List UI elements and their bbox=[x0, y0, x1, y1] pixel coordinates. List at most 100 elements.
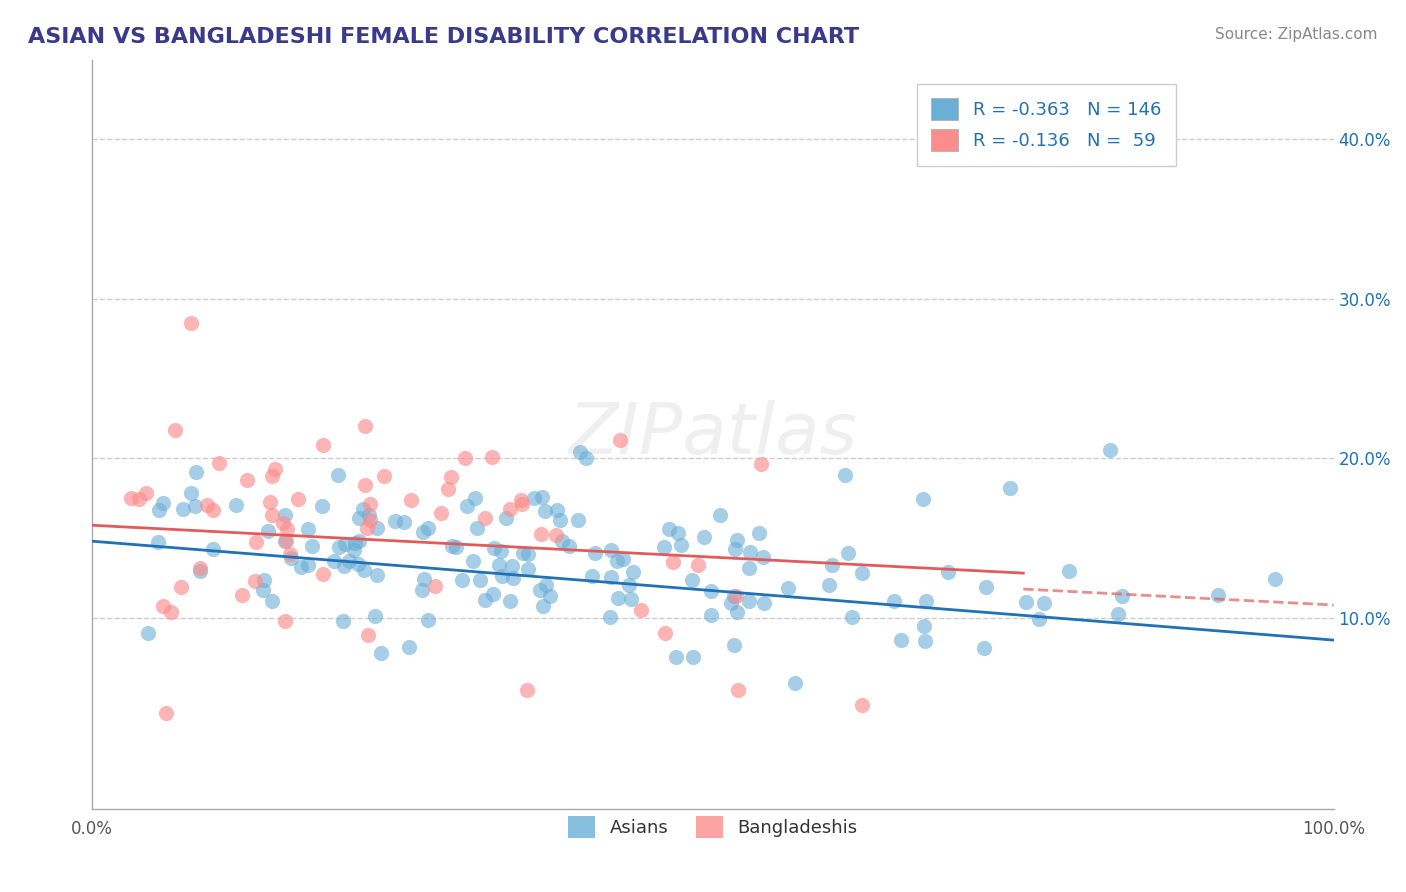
Asians bbox=[183, 499, 205, 513]
Asians bbox=[332, 615, 354, 629]
Asians bbox=[252, 583, 274, 598]
Bangladeshis bbox=[727, 682, 749, 697]
Asians bbox=[538, 590, 561, 604]
Asians bbox=[311, 499, 333, 513]
Asians bbox=[523, 491, 546, 505]
Bangladeshis bbox=[276, 522, 298, 536]
Asians bbox=[440, 539, 463, 553]
Asians bbox=[1028, 611, 1050, 625]
Bangladeshis bbox=[357, 628, 380, 642]
Asians bbox=[353, 502, 375, 516]
Bangladeshis bbox=[165, 424, 187, 438]
Asians bbox=[328, 540, 350, 554]
Asians bbox=[501, 558, 523, 573]
Asians bbox=[290, 560, 312, 574]
Bangladeshis bbox=[245, 535, 267, 549]
Asians bbox=[482, 587, 505, 601]
Text: ASIAN VS BANGLADESHI FEMALE DISABILITY CORRELATION CHART: ASIAN VS BANGLADESHI FEMALE DISABILITY C… bbox=[28, 27, 859, 46]
Text: Source: ZipAtlas.com: Source: ZipAtlas.com bbox=[1215, 27, 1378, 42]
Asians bbox=[837, 546, 859, 560]
Asians bbox=[502, 571, 524, 585]
Asians bbox=[620, 592, 643, 607]
Asians bbox=[461, 554, 484, 568]
Bangladeshis bbox=[516, 682, 538, 697]
Asians bbox=[617, 578, 640, 592]
Asians bbox=[1014, 595, 1036, 609]
Bangladeshis bbox=[851, 698, 873, 713]
Asians bbox=[370, 646, 392, 660]
Bangladeshis bbox=[195, 498, 218, 512]
Bangladeshis bbox=[474, 511, 496, 525]
Asians bbox=[658, 522, 681, 536]
Asians bbox=[738, 593, 761, 607]
Bangladeshis bbox=[430, 506, 453, 520]
Asians bbox=[936, 565, 959, 579]
Asians bbox=[450, 574, 472, 588]
Asians bbox=[412, 525, 434, 540]
Asians bbox=[973, 641, 995, 656]
Bangladeshis bbox=[190, 561, 212, 575]
Bangladeshis bbox=[287, 492, 309, 507]
Bangladeshis bbox=[135, 486, 157, 500]
Bangladeshis bbox=[207, 456, 229, 470]
Asians bbox=[700, 584, 723, 599]
Asians bbox=[366, 520, 388, 534]
Bangladeshis bbox=[437, 482, 460, 496]
Text: ZIPatlas: ZIPatlas bbox=[568, 400, 858, 469]
Asians bbox=[912, 492, 935, 507]
Asians bbox=[398, 640, 420, 654]
Asians bbox=[723, 589, 745, 603]
Asians bbox=[491, 569, 513, 583]
Asians bbox=[851, 566, 873, 580]
Asians bbox=[366, 568, 388, 582]
Asians bbox=[347, 533, 370, 548]
Bangladeshis bbox=[399, 493, 422, 508]
Asians bbox=[776, 581, 799, 595]
Asians bbox=[202, 541, 225, 556]
Bangladeshis bbox=[510, 497, 533, 511]
Asians bbox=[567, 513, 589, 527]
Asians bbox=[841, 610, 863, 624]
Asians bbox=[818, 578, 841, 592]
Asians bbox=[974, 580, 997, 594]
Asians bbox=[1111, 589, 1133, 603]
Asians bbox=[446, 541, 468, 555]
Asians bbox=[301, 539, 323, 553]
Bangladeshis bbox=[155, 706, 177, 721]
Asians bbox=[467, 520, 489, 534]
Bangladeshis bbox=[499, 501, 522, 516]
Asians bbox=[530, 490, 553, 504]
Asians bbox=[495, 511, 517, 525]
Asians bbox=[339, 554, 361, 568]
Asians bbox=[512, 546, 534, 560]
Asians bbox=[353, 563, 375, 577]
Asians bbox=[834, 468, 856, 483]
Legend: Asians, Bangladeshis: Asians, Bangladeshis bbox=[561, 809, 865, 845]
Asians bbox=[172, 501, 194, 516]
Bangladeshis bbox=[686, 558, 709, 572]
Bangladeshis bbox=[243, 574, 266, 588]
Bangladeshis bbox=[354, 419, 377, 434]
Asians bbox=[621, 565, 644, 579]
Bangladeshis bbox=[654, 626, 676, 640]
Bangladeshis bbox=[152, 599, 174, 613]
Asians bbox=[343, 542, 366, 557]
Asians bbox=[260, 593, 283, 607]
Bangladeshis bbox=[359, 513, 381, 527]
Asians bbox=[392, 515, 415, 529]
Asians bbox=[468, 573, 491, 587]
Bangladeshis bbox=[259, 495, 281, 509]
Bangladeshis bbox=[121, 491, 143, 505]
Asians bbox=[326, 468, 349, 483]
Asians bbox=[364, 608, 387, 623]
Asians bbox=[606, 591, 628, 605]
Bangladeshis bbox=[630, 603, 652, 617]
Asians bbox=[136, 626, 159, 640]
Asians bbox=[517, 561, 540, 575]
Bangladeshis bbox=[749, 457, 772, 471]
Bangladeshis bbox=[273, 516, 295, 530]
Asians bbox=[725, 605, 748, 619]
Bangladeshis bbox=[440, 469, 463, 483]
Bangladeshis bbox=[311, 438, 333, 452]
Asians bbox=[569, 445, 592, 459]
